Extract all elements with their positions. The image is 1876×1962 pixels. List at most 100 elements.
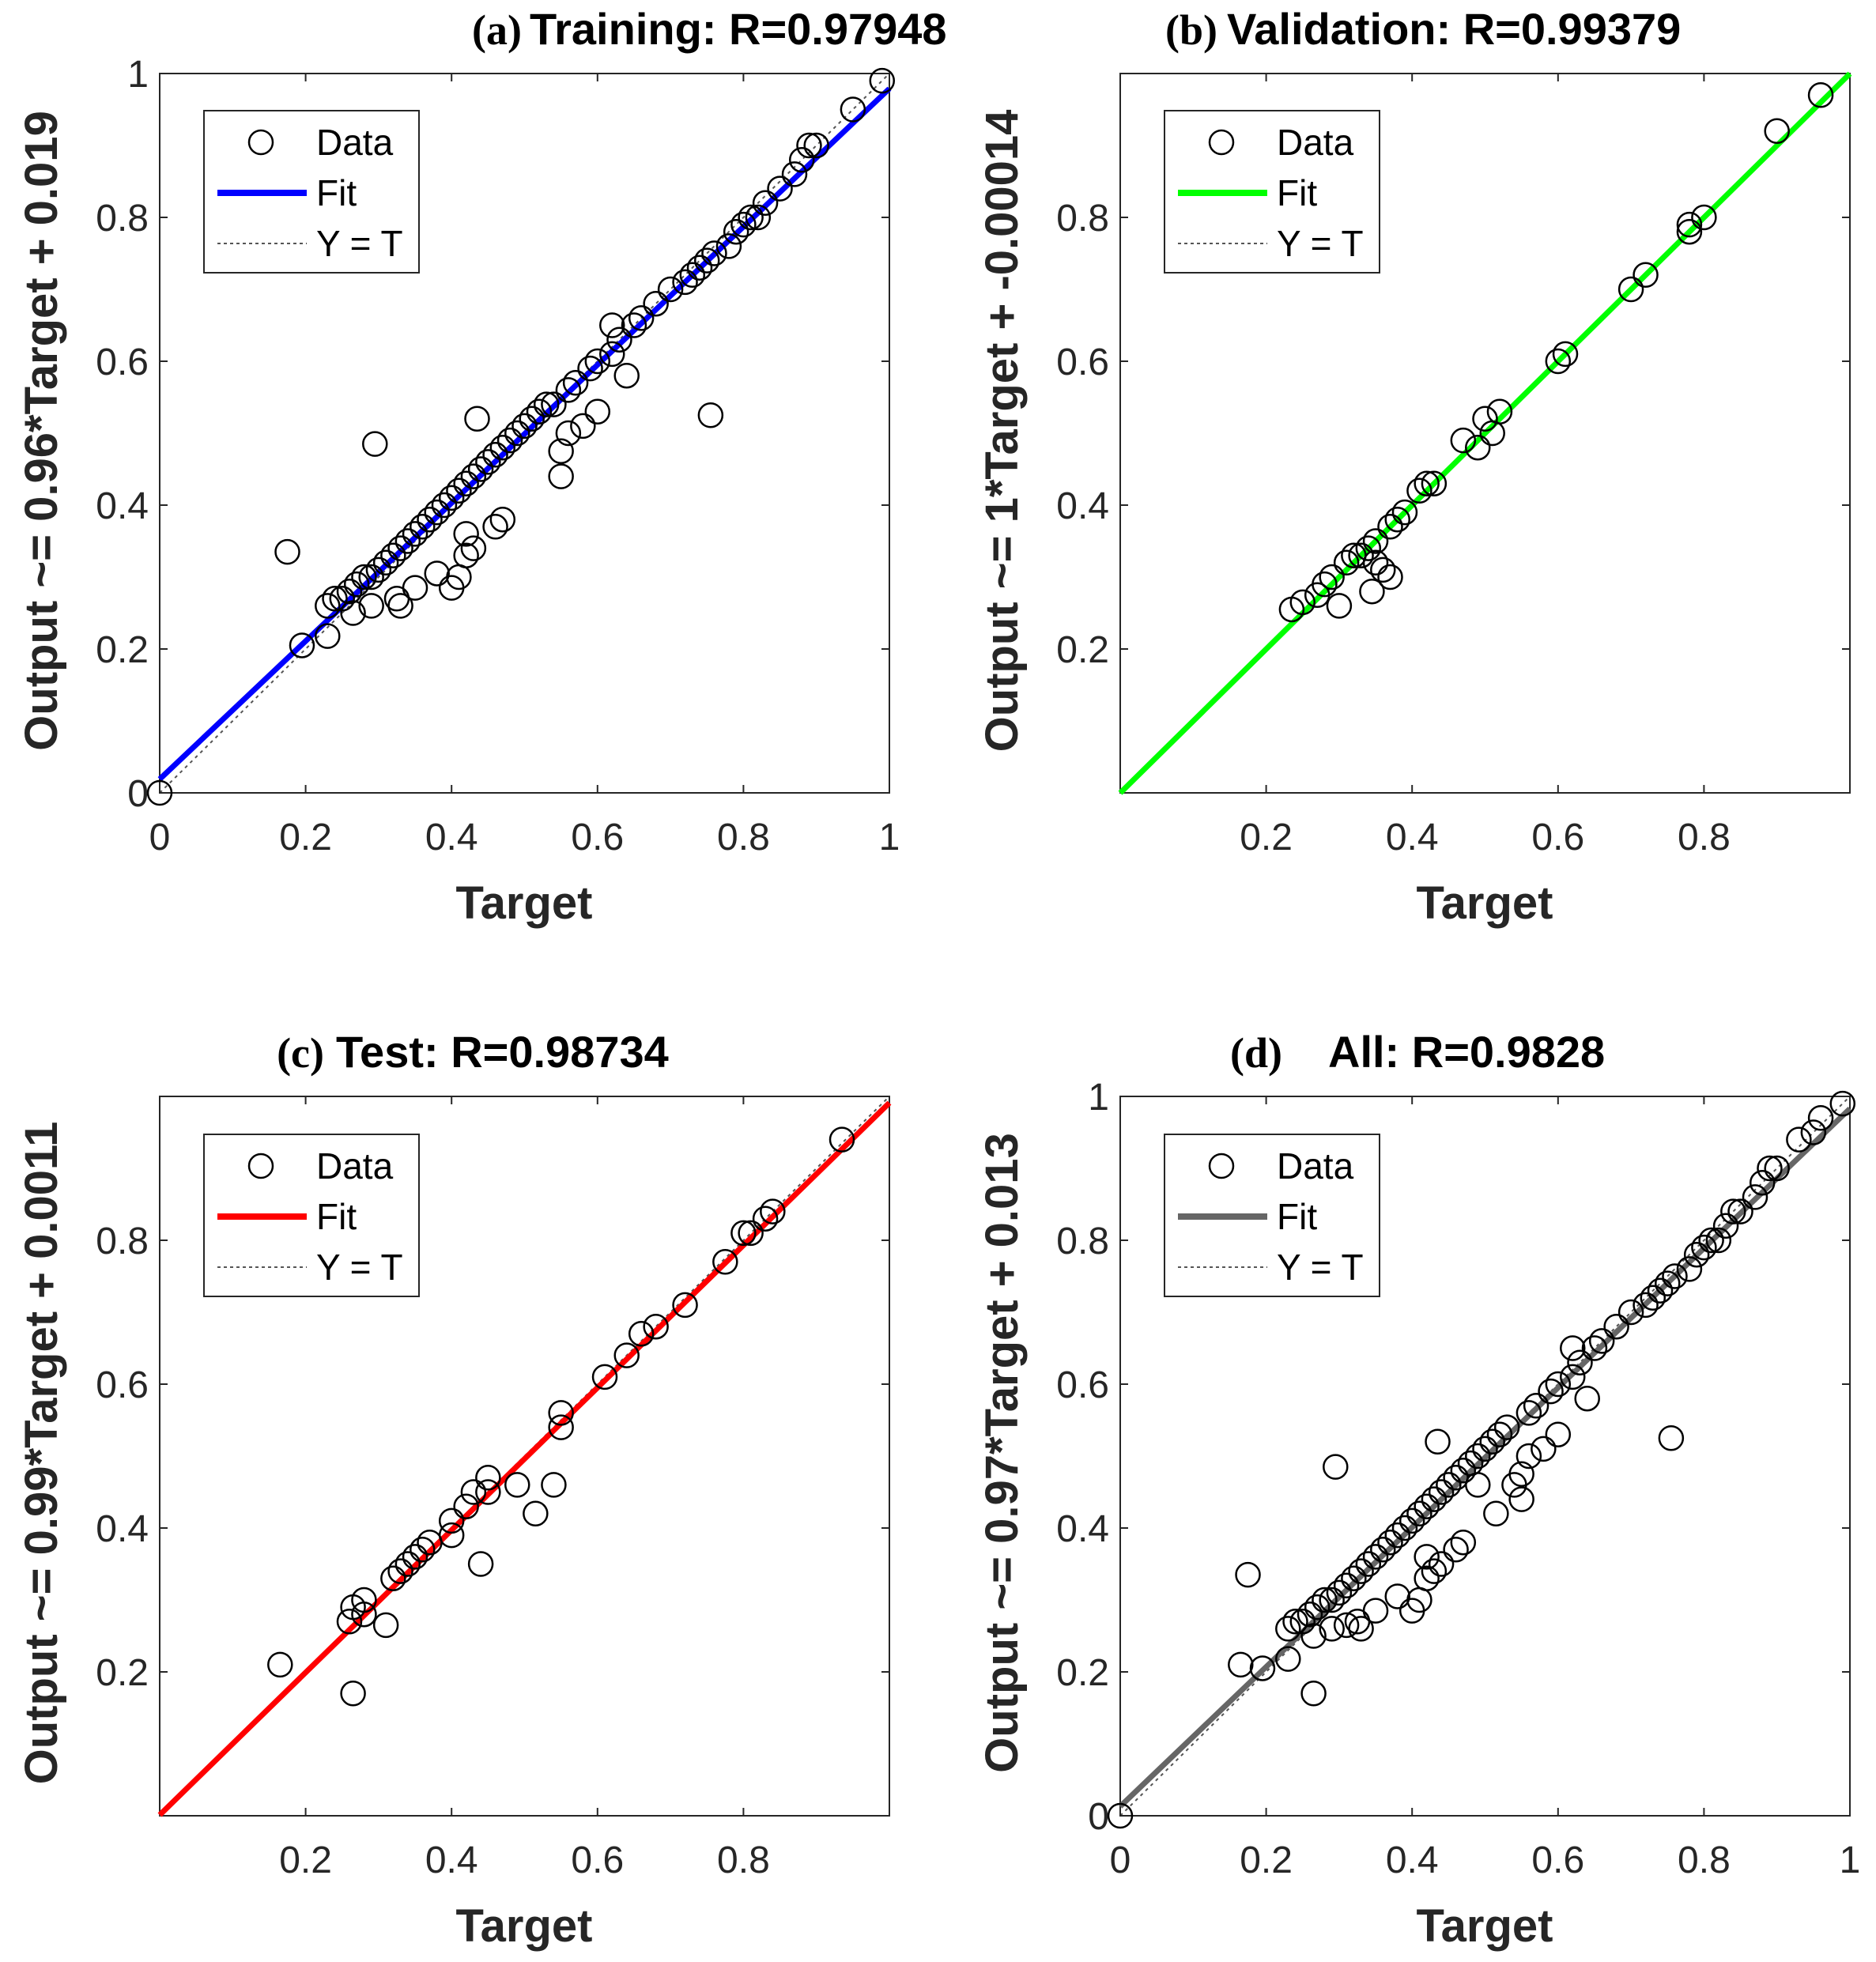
data-point <box>1538 1378 1564 1405</box>
data-point <box>697 402 724 428</box>
panel-c-prefix: (c) <box>277 1029 324 1077</box>
data-point <box>1516 1400 1542 1426</box>
data-point <box>460 1479 487 1505</box>
y-tick-label: 0.4 <box>1056 1508 1109 1550</box>
x-tick-label: 0.6 <box>571 1839 624 1881</box>
data-point <box>438 485 465 511</box>
data-point <box>541 1472 567 1498</box>
fit-line <box>1118 71 1852 795</box>
data-point <box>504 1472 530 1498</box>
data-point <box>1428 1551 1455 1577</box>
data-point <box>1633 1292 1659 1319</box>
data-point <box>715 233 742 259</box>
data-point <box>1323 1454 1349 1480</box>
data-point <box>467 1551 494 1577</box>
data-point <box>869 67 896 94</box>
data-point <box>1508 1461 1534 1487</box>
data-point <box>1348 542 1374 568</box>
data-point <box>1531 1436 1557 1462</box>
data-point <box>1275 1646 1301 1672</box>
data-point <box>1333 1612 1360 1639</box>
data-point <box>1450 1529 1477 1556</box>
data-point <box>365 557 392 583</box>
data-point <box>613 1342 640 1368</box>
data-point <box>1617 1299 1644 1326</box>
data-point <box>1414 1565 1440 1591</box>
data-point <box>394 528 421 554</box>
data-point <box>1228 1651 1254 1678</box>
data-point <box>679 262 706 289</box>
data-point <box>1406 477 1432 504</box>
data-point <box>606 326 632 353</box>
data-point <box>1581 1335 1608 1361</box>
data-point <box>1384 506 1410 533</box>
panel-b-prefix: (b) <box>1165 6 1217 54</box>
data-point <box>570 413 596 440</box>
y-tick-label: 0.8 <box>1056 1221 1109 1262</box>
data-point <box>1399 1507 1425 1534</box>
data-point <box>417 506 443 533</box>
data-point <box>760 1198 786 1224</box>
data-point <box>438 1507 465 1534</box>
data-point <box>1304 1594 1331 1621</box>
data-point <box>548 438 574 464</box>
data-point <box>1377 514 1403 540</box>
x-tick-label: 0.8 <box>1678 1839 1731 1881</box>
data-point <box>1712 1213 1739 1239</box>
data-point <box>504 420 530 447</box>
legend-data-marker <box>247 1153 274 1179</box>
data-point <box>372 1612 399 1639</box>
panel-d-ylabel: Output ~= 0.97*Target + 0.013 <box>976 1133 1028 1773</box>
data-point <box>1757 1155 1783 1182</box>
legend-ident-label: Y = T <box>1277 1247 1364 1288</box>
data-point <box>362 431 388 457</box>
data-point <box>1362 1544 1389 1570</box>
data-point <box>322 586 348 612</box>
data-point <box>1617 276 1644 303</box>
x-tick-label: 0.8 <box>1678 817 1731 858</box>
data-point <box>1640 1285 1667 1311</box>
panel-c-ylabel: Output ~= 0.99*Target + 0.0011 <box>16 1122 67 1785</box>
data-point <box>1348 1558 1374 1584</box>
legend-box <box>203 110 420 274</box>
data-point <box>628 1321 655 1347</box>
data-point <box>788 146 815 173</box>
data-point <box>613 362 640 389</box>
data-point <box>1523 1393 1549 1419</box>
panel-d-prefix: (d) <box>1230 1029 1282 1077</box>
legend-data-label: Data <box>1277 122 1354 163</box>
data-point <box>1508 1486 1534 1512</box>
data-point <box>1683 1241 1710 1268</box>
data-point <box>643 1313 669 1340</box>
panel-d: (d) All: R=0.9828 Output ~= 0.97*Target … <box>976 1027 1860 1952</box>
panel-c-xlabel: Target <box>456 1900 593 1952</box>
data-point <box>1749 1169 1776 1196</box>
data-point <box>1658 1425 1685 1451</box>
data-point <box>1443 1537 1469 1563</box>
legend-data-label: Data <box>1277 1145 1354 1187</box>
data-point <box>1720 1198 1746 1224</box>
data-point <box>1486 398 1513 424</box>
data-point <box>1377 564 1403 590</box>
data-point <box>489 506 516 533</box>
data-point <box>1348 1616 1374 1642</box>
data-point <box>730 1220 757 1247</box>
y-tick-label: 0 <box>1088 1796 1109 1838</box>
data-point <box>1727 1198 1753 1224</box>
data-point <box>712 1249 738 1275</box>
data-point <box>1355 1551 1382 1577</box>
data-point <box>1829 1090 1856 1117</box>
data-point <box>1421 1558 1448 1584</box>
data-point <box>584 398 611 424</box>
data-point <box>1450 427 1477 454</box>
data-point <box>387 593 413 619</box>
y-tick-label: 0.2 <box>1056 629 1109 671</box>
data-point <box>591 1364 618 1390</box>
data-point <box>1319 564 1345 590</box>
data-point <box>387 535 413 561</box>
data-point <box>340 600 366 626</box>
y-tick-label: 0.8 <box>1056 198 1109 240</box>
data-point <box>1319 1616 1345 1642</box>
data-point <box>1249 1655 1276 1681</box>
data-point <box>1633 262 1659 289</box>
